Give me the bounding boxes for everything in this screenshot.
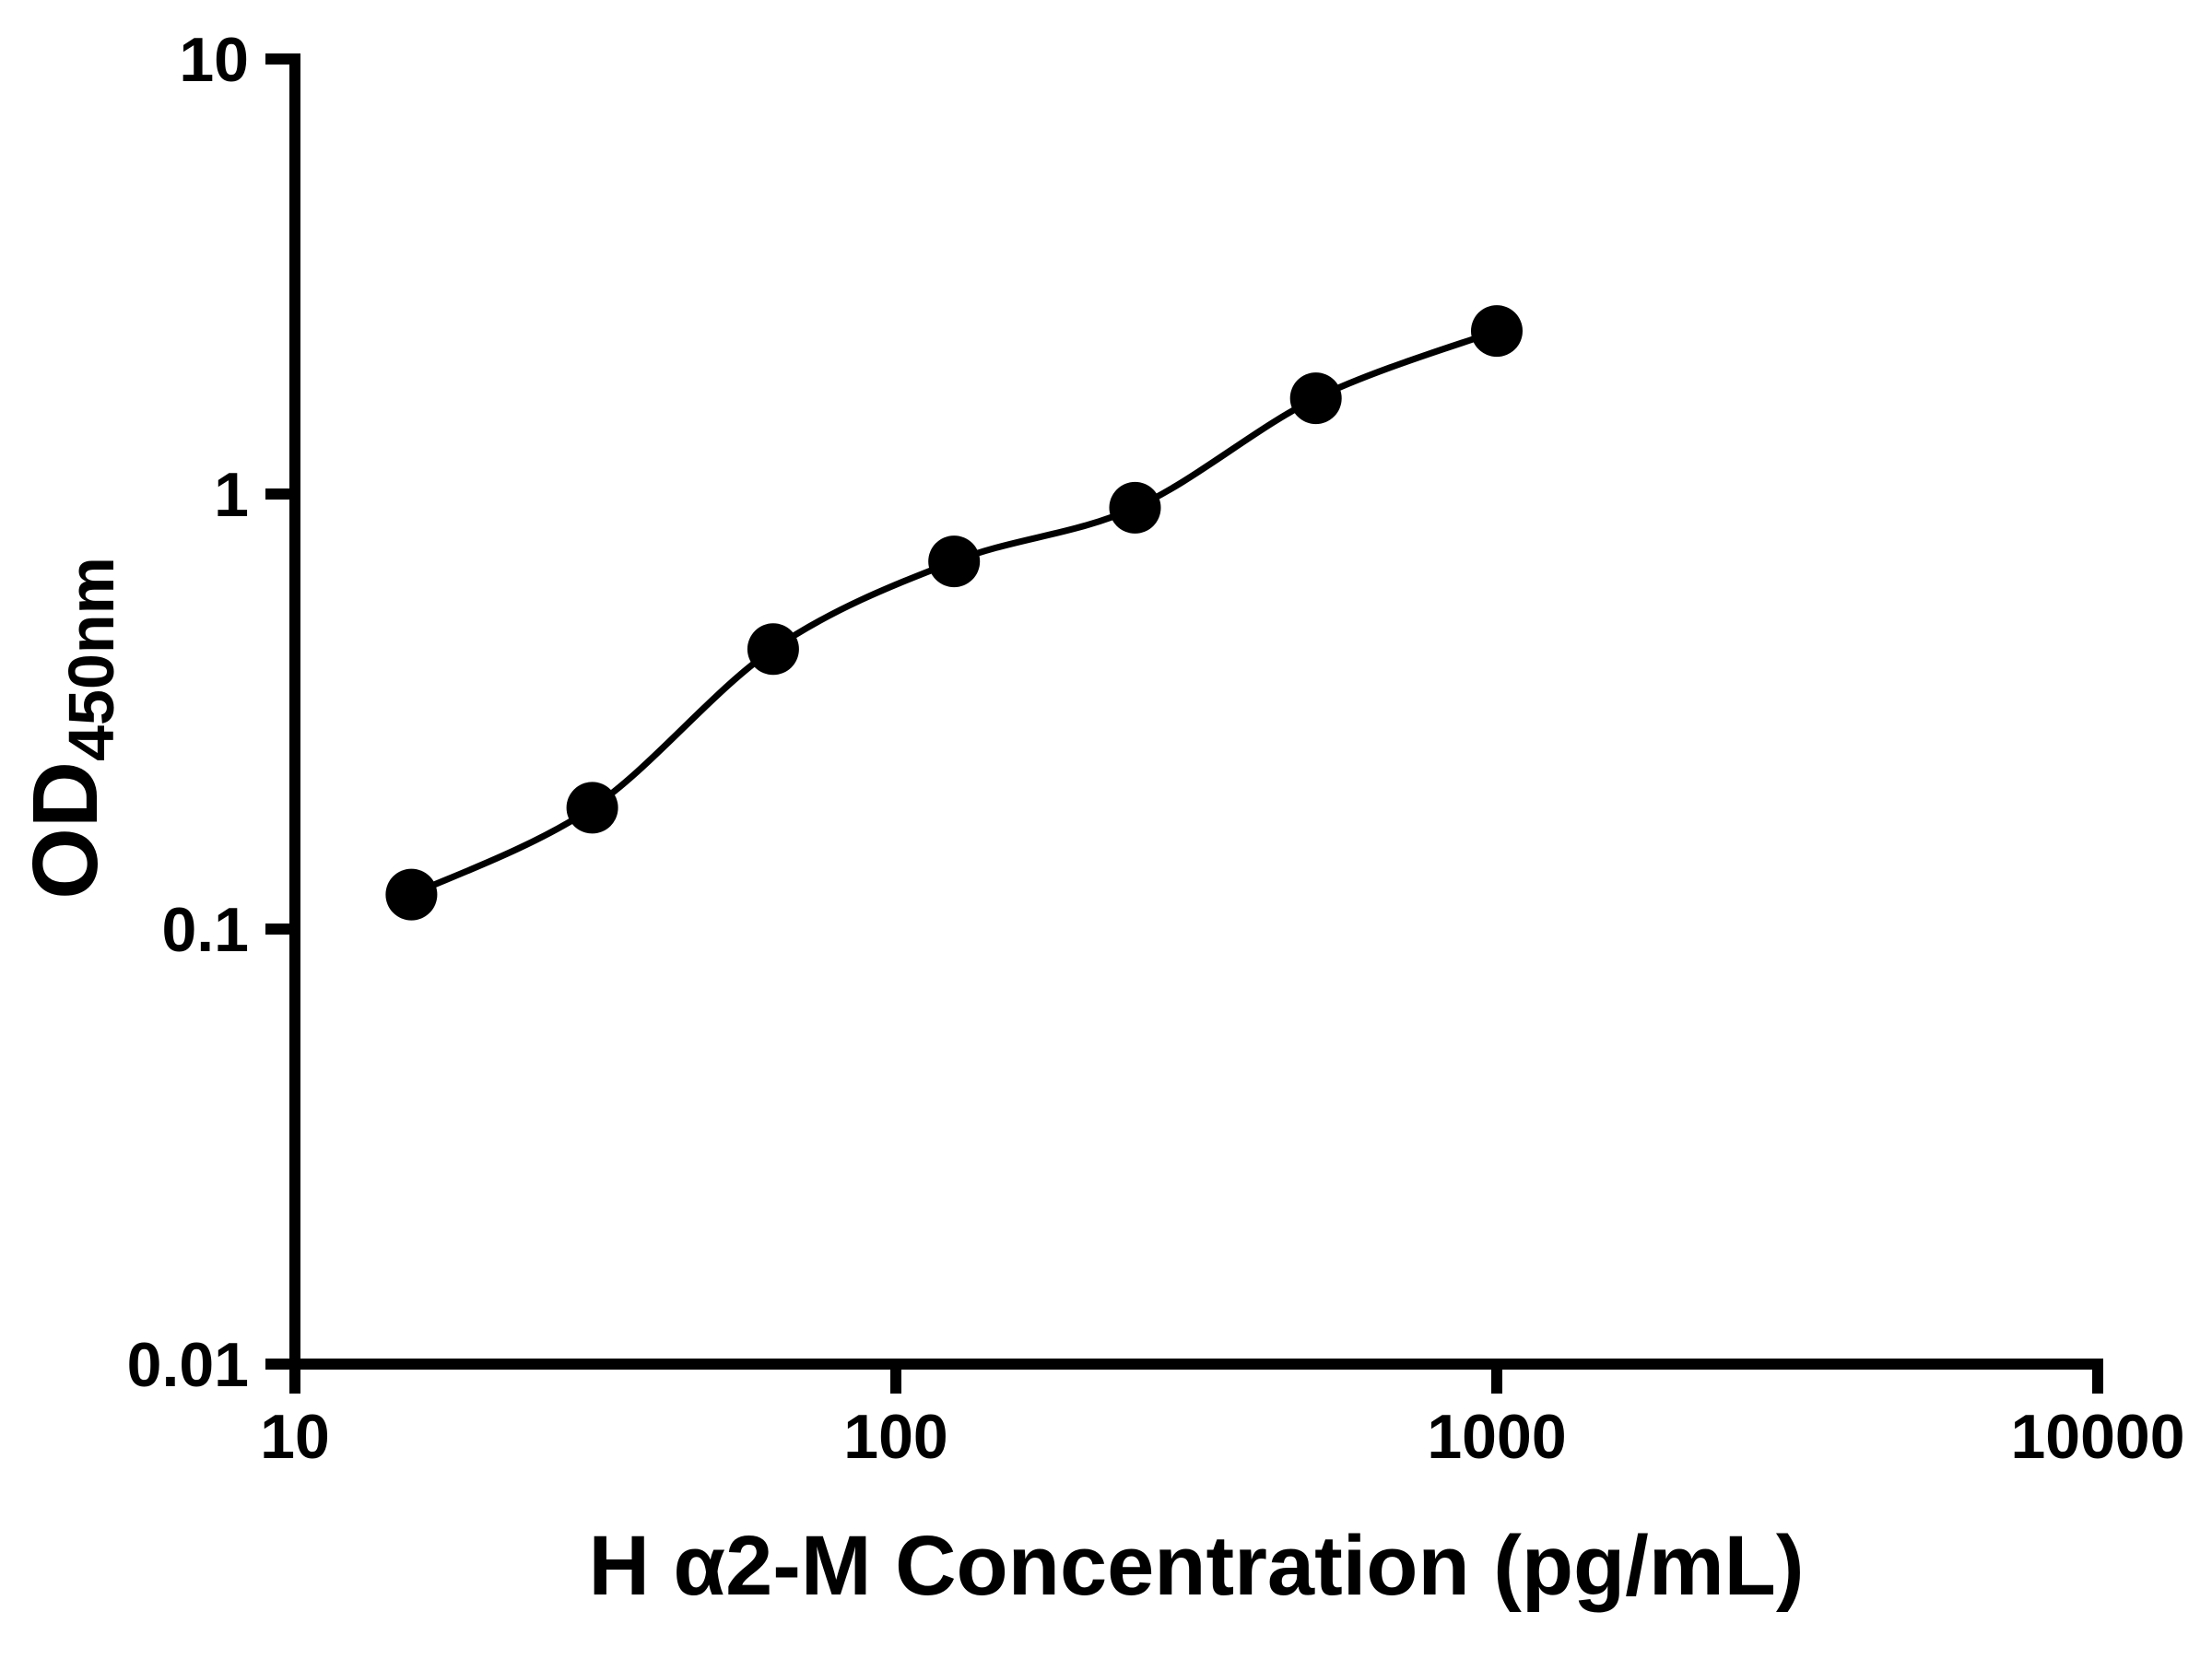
y-tick-label: 0.1 <box>161 895 249 965</box>
data-point-marker <box>1471 305 1523 358</box>
y-tick-label: 10 <box>179 25 249 95</box>
y-axis-title: OD450nm <box>14 557 127 900</box>
x-tick-label: 10 <box>260 1402 330 1472</box>
y-tick-label: 0.01 <box>127 1330 249 1400</box>
x-axis-title: H α2-M Concentration (pg/mL) <box>589 1519 1805 1613</box>
data-point-marker <box>385 868 438 921</box>
axes-frame <box>289 53 2103 1370</box>
x-tick-label: 100 <box>843 1402 947 1472</box>
data-point-marker <box>1109 481 1161 534</box>
data-point-marker <box>928 535 981 588</box>
data-point-marker <box>566 782 618 834</box>
y-tick-label: 1 <box>214 460 249 530</box>
data-point-marker <box>747 623 799 676</box>
x-tick-label: 1000 <box>1427 1402 1566 1472</box>
data-point-marker <box>1289 372 1342 425</box>
x-tick-label: 10000 <box>2010 1402 2184 1472</box>
